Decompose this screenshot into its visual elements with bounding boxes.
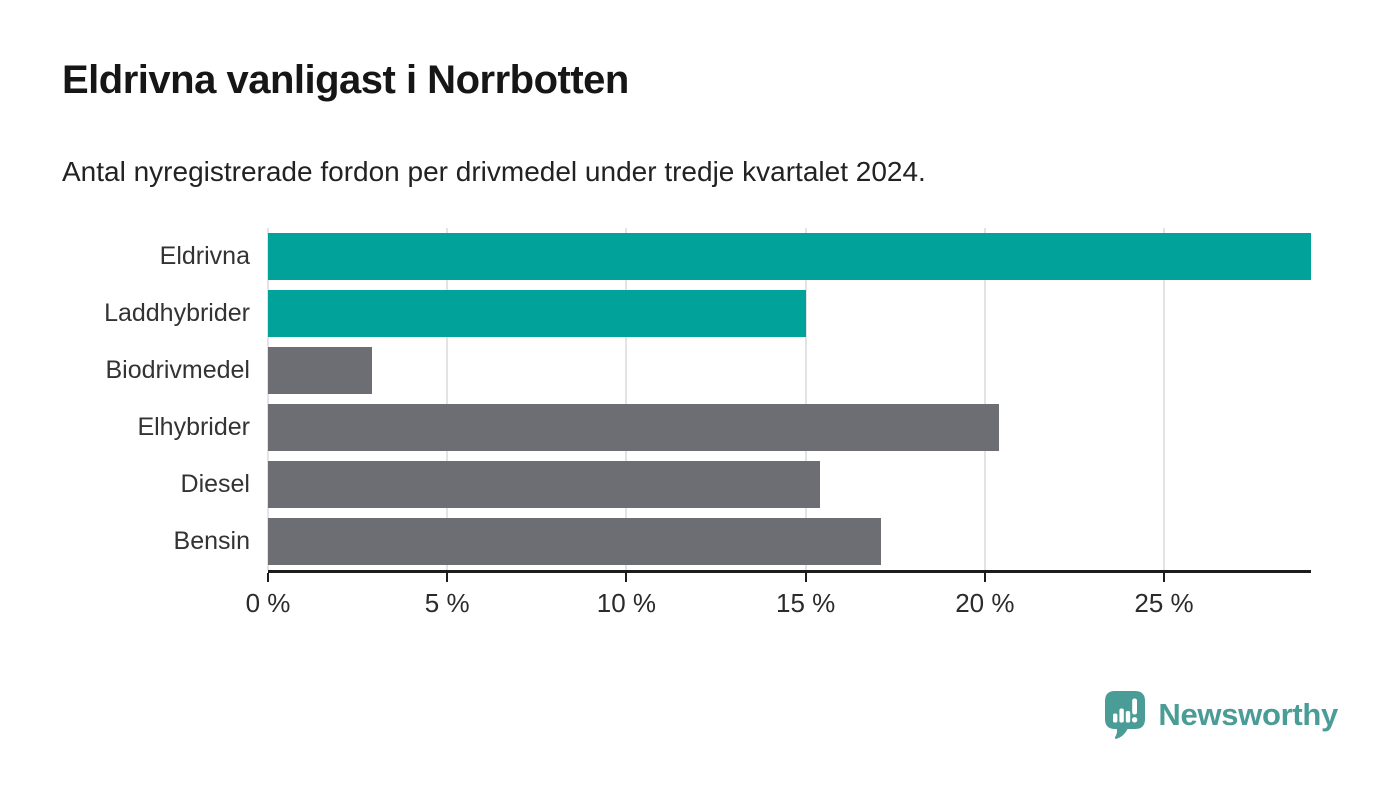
chart-title: Eldrivna vanligast i Norrbotten bbox=[62, 58, 629, 102]
bar-track bbox=[268, 233, 1311, 280]
chart-row: Diesel bbox=[62, 456, 1311, 513]
newsworthy-logo-icon bbox=[1105, 691, 1146, 739]
gridline bbox=[625, 228, 628, 570]
bar-track bbox=[268, 404, 1311, 451]
category-label: Eldrivna bbox=[159, 242, 250, 270]
category-label: Diesel bbox=[180, 470, 250, 498]
bar-track bbox=[268, 290, 1311, 337]
x-axis-line: 0 % 5 % 10 % 15 % 20 % 25 % bbox=[246, 570, 1311, 618]
gridline-layer bbox=[267, 228, 1311, 570]
chart-row: Eldrivna bbox=[62, 228, 1311, 285]
chart-subtitle: Antal nyregistrerade fordon per drivmede… bbox=[62, 156, 926, 187]
category-label: Elhybrider bbox=[137, 413, 250, 441]
gridline bbox=[267, 228, 269, 570]
bar-track bbox=[268, 518, 1311, 565]
bar-biodrivmedel bbox=[268, 347, 372, 394]
chart-row: Biodrivmedel bbox=[62, 342, 1311, 399]
axis-tick-label: 5 % bbox=[424, 588, 470, 618]
axis-tick-mark bbox=[1163, 573, 1166, 582]
newsworthy-brand-text: Newsworthy bbox=[1158, 697, 1338, 732]
gridline bbox=[983, 228, 986, 570]
axis-tick-label: 25 % bbox=[1134, 588, 1194, 618]
bar-chart: Eldrivna Laddhybrider Biodrivmedel Elhybrid… bbox=[62, 228, 1311, 618]
newsworthy-brand: Newsworthy bbox=[1104, 690, 1338, 740]
chart-row: Laddhybrider bbox=[62, 285, 1311, 342]
axis-tick-mark bbox=[983, 573, 986, 582]
bar-laddhybrider bbox=[268, 290, 806, 337]
bar-track bbox=[268, 347, 1311, 394]
category-label: Biodrivmedel bbox=[105, 356, 250, 384]
bar-elhybrider bbox=[268, 404, 1000, 451]
axis-tick-mark bbox=[625, 573, 628, 582]
bar-rows: Eldrivna Laddhybrider Biodrivmedel Elhybrid… bbox=[62, 228, 1311, 570]
axis-tick-mark bbox=[446, 573, 449, 582]
axis-tick-label: 10 % bbox=[596, 588, 657, 618]
chart-row: Bensin bbox=[62, 513, 1311, 570]
gridline bbox=[1163, 228, 1166, 570]
category-label: Bensin bbox=[173, 527, 250, 555]
axis-tick-mark bbox=[267, 573, 269, 582]
bar-diesel bbox=[268, 461, 820, 508]
axis-tick-label: 15 % bbox=[775, 588, 836, 618]
bar-eldrivna bbox=[268, 233, 1311, 280]
gridline bbox=[446, 228, 449, 570]
axis-tick-mark bbox=[804, 573, 807, 582]
category-label: Laddhybrider bbox=[104, 299, 250, 327]
gridline bbox=[804, 228, 807, 570]
axis-tick-label: 20 % bbox=[955, 588, 1015, 618]
axis-tick-label: 0 % bbox=[245, 588, 291, 618]
bar-track bbox=[268, 461, 1311, 508]
bar-bensin bbox=[268, 518, 881, 565]
chart-row: Elhybrider bbox=[62, 399, 1311, 456]
